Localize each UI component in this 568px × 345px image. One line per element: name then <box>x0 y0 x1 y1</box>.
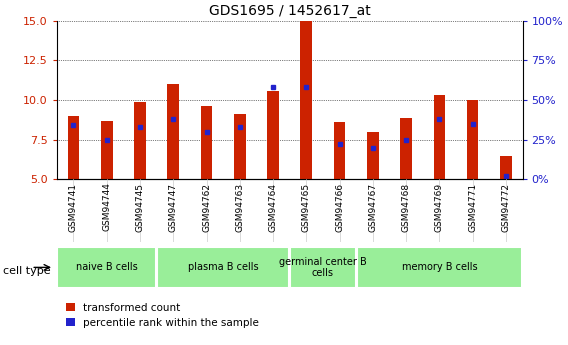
Text: GSM94768: GSM94768 <box>402 183 411 231</box>
Bar <box>367 132 379 179</box>
Text: GSM94763: GSM94763 <box>235 183 244 231</box>
Text: plasma B cells: plasma B cells <box>188 263 258 272</box>
Bar <box>300 21 312 179</box>
Bar <box>201 106 212 179</box>
Bar <box>57 247 156 288</box>
Bar <box>101 121 112 179</box>
Bar <box>334 122 345 179</box>
Bar <box>157 247 289 288</box>
Text: memory B cells: memory B cells <box>402 263 477 272</box>
Bar <box>234 114 245 179</box>
Bar <box>168 84 179 179</box>
Bar <box>290 247 356 288</box>
Title: GDS1695 / 1452617_at: GDS1695 / 1452617_at <box>209 4 370 18</box>
Text: GSM94764: GSM94764 <box>269 183 278 231</box>
Text: GSM94772: GSM94772 <box>502 183 511 231</box>
Bar <box>467 100 478 179</box>
Bar <box>68 116 80 179</box>
Text: naive B cells: naive B cells <box>76 263 137 272</box>
Bar <box>400 118 412 179</box>
Bar <box>267 90 279 179</box>
Bar <box>433 95 445 179</box>
Text: GSM94745: GSM94745 <box>136 183 144 231</box>
Text: GSM94741: GSM94741 <box>69 183 78 231</box>
Text: GSM94744: GSM94744 <box>102 183 111 231</box>
Text: GSM94762: GSM94762 <box>202 183 211 231</box>
Text: GSM94771: GSM94771 <box>468 183 477 231</box>
Bar <box>357 247 522 288</box>
Text: GSM94766: GSM94766 <box>335 183 344 231</box>
Legend: transformed count, percentile rank within the sample: transformed count, percentile rank withi… <box>62 298 263 332</box>
Text: GSM94765: GSM94765 <box>302 183 311 231</box>
Bar <box>134 102 146 179</box>
Text: cell type: cell type <box>3 266 51 276</box>
Bar <box>500 156 512 179</box>
Text: GSM94769: GSM94769 <box>435 183 444 231</box>
Text: GSM94767: GSM94767 <box>369 183 377 231</box>
Text: GSM94747: GSM94747 <box>169 183 178 231</box>
Text: germinal center B
cells: germinal center B cells <box>279 257 367 278</box>
